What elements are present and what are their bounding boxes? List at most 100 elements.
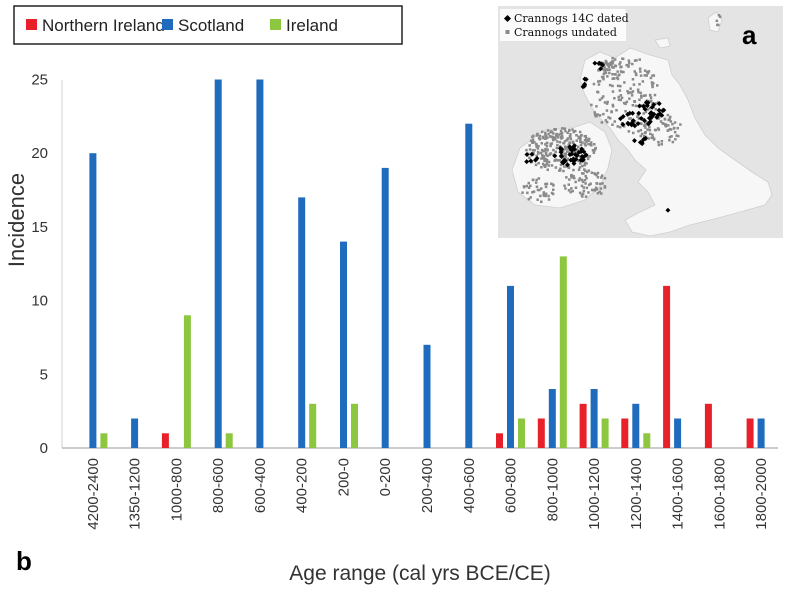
undated-crannog-point bbox=[637, 117, 641, 120]
undated-crannog-point bbox=[544, 194, 547, 198]
undated-crannog-point bbox=[574, 180, 577, 184]
undated-crannog-point bbox=[643, 69, 647, 72]
undated-crannog-point bbox=[587, 169, 591, 172]
undated-crannog-point bbox=[540, 200, 543, 203]
dated-crannog-point bbox=[581, 149, 587, 155]
dated-crannog-point bbox=[625, 120, 631, 126]
undated-crannog-point bbox=[644, 123, 648, 126]
undated-crannog-point bbox=[676, 126, 679, 130]
x-tick-label: 1000-800 bbox=[168, 458, 185, 521]
undated-crannog-point bbox=[541, 136, 545, 140]
bar-ireland bbox=[100, 433, 108, 448]
undated-crannog-point bbox=[639, 134, 642, 138]
undated-crannog-point bbox=[611, 73, 614, 76]
undated-crannog-point bbox=[640, 94, 643, 98]
undated-crannog-point bbox=[544, 131, 547, 135]
undated-crannog-point bbox=[553, 136, 557, 140]
undated-crannog-point bbox=[623, 81, 626, 84]
x-tick-label: 400-600 bbox=[461, 458, 478, 513]
panel-b-letter: b bbox=[16, 546, 32, 576]
bar-scotland bbox=[674, 418, 682, 448]
undated-crannog-point bbox=[549, 130, 553, 133]
undated-crannog-point bbox=[651, 133, 654, 137]
undated-crannog-point bbox=[583, 163, 586, 167]
undated-crannog-point bbox=[546, 136, 549, 140]
undated-crannog-point bbox=[568, 135, 572, 138]
undated-crannog-point bbox=[543, 149, 546, 153]
undated-crannog-point bbox=[545, 141, 549, 145]
undated-crannog-point bbox=[563, 140, 567, 143]
undated-crannog-point bbox=[580, 133, 583, 137]
undated-crannog-point bbox=[651, 102, 654, 105]
undated-crannog-point bbox=[597, 69, 601, 72]
undated-crannog-point bbox=[598, 114, 602, 117]
undated-crannog-point bbox=[652, 74, 656, 77]
undated-crannog-point bbox=[600, 121, 604, 124]
undated-crannog-point bbox=[638, 67, 642, 70]
undated-crannog-point bbox=[643, 74, 646, 77]
undated-crannog-point bbox=[619, 94, 623, 97]
undated-crannog-point bbox=[600, 96, 604, 100]
undated-crannog-point bbox=[622, 125, 626, 128]
bar-scotland bbox=[465, 123, 473, 448]
y-tick-label: 20 bbox=[31, 145, 48, 162]
undated-crannog-point bbox=[642, 112, 645, 115]
undated-crannog-point bbox=[565, 145, 569, 149]
undated-crannog-point bbox=[669, 115, 672, 119]
undated-crannog-point bbox=[649, 93, 652, 97]
undated-crannog-point bbox=[603, 62, 606, 65]
undated-crannog-point bbox=[603, 71, 606, 74]
undated-crannog-point bbox=[541, 130, 544, 134]
undated-crannog-point bbox=[715, 19, 719, 23]
undated-crannog-point bbox=[564, 155, 567, 158]
undated-crannog-point bbox=[544, 192, 548, 196]
undated-crannog-point bbox=[532, 134, 535, 138]
undated-crannog-point bbox=[593, 111, 596, 114]
undated-crannog-point bbox=[551, 135, 555, 139]
undated-crannog-point bbox=[571, 189, 574, 193]
undated-crannog-point bbox=[535, 185, 539, 188]
undated-crannog-point bbox=[579, 138, 582, 141]
undated-crannog-point bbox=[605, 68, 609, 72]
undated-crannog-point bbox=[595, 105, 598, 108]
undated-crannog-point bbox=[582, 172, 585, 175]
undated-crannog-point bbox=[538, 134, 542, 138]
undated-crannog-point bbox=[635, 73, 638, 77]
legend-swatch bbox=[26, 19, 37, 30]
undated-crannog-point bbox=[590, 103, 593, 107]
undated-crannog-point bbox=[660, 143, 663, 146]
undated-crannog-point bbox=[584, 174, 587, 178]
undated-crannog-point bbox=[537, 177, 541, 180]
undated-crannog-point bbox=[572, 130, 575, 134]
undated-crannog-point bbox=[617, 98, 621, 101]
undated-crannog-point bbox=[577, 159, 580, 162]
undated-crannog-point bbox=[604, 59, 608, 63]
undated-crannog-point bbox=[718, 15, 722, 18]
undated-crannog-point bbox=[587, 142, 590, 146]
undated-crannog-point bbox=[530, 139, 533, 142]
undated-crannog-point bbox=[531, 191, 534, 194]
y-tick-label: 10 bbox=[31, 293, 48, 310]
undated-crannog-point bbox=[547, 132, 550, 136]
undated-crannog-point bbox=[563, 152, 566, 156]
undated-crannog-point bbox=[602, 72, 606, 76]
undated-crannog-point bbox=[577, 135, 580, 138]
undated-crannog-point bbox=[593, 149, 596, 152]
undated-crannog-point bbox=[604, 119, 608, 122]
undated-crannog-point bbox=[571, 140, 575, 144]
undated-crannog-point bbox=[649, 76, 653, 80]
undated-crannog-point bbox=[596, 171, 600, 175]
bar-ireland bbox=[559, 256, 567, 448]
undated-crannog-point bbox=[601, 182, 604, 185]
dated-crannog-point bbox=[641, 117, 647, 123]
undated-crannog-point bbox=[544, 182, 547, 186]
undated-crannog-point bbox=[558, 140, 562, 144]
undated-crannog-point bbox=[579, 136, 582, 139]
dated-crannog-point bbox=[568, 147, 574, 153]
undated-crannog-point bbox=[543, 159, 546, 162]
undated-crannog-point bbox=[592, 151, 596, 154]
undated-crannog-point bbox=[591, 149, 595, 152]
undated-crannog-point bbox=[644, 126, 647, 129]
undated-crannog-point bbox=[654, 107, 657, 111]
